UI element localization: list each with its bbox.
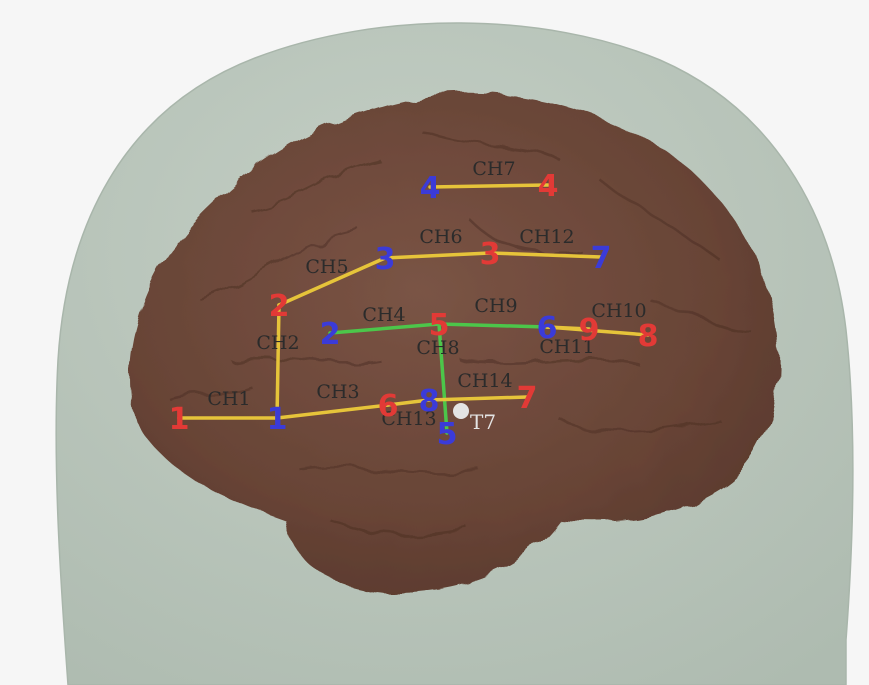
channel-label-ch7: CH7 bbox=[472, 158, 515, 180]
channel-line-ch8[interactable] bbox=[437, 322, 449, 435]
reference-layer: T7 bbox=[453, 403, 496, 434]
detector-optode-5[interactable]: 5 bbox=[437, 417, 458, 452]
channel-line-ch11[interactable] bbox=[545, 325, 650, 337]
detector-optode-3[interactable]: 3 bbox=[375, 242, 396, 277]
brain-surface bbox=[129, 92, 779, 592]
detector-optode-4[interactable]: 4 bbox=[420, 171, 441, 206]
channel-line-ch5[interactable] bbox=[277, 256, 387, 307]
channel-line-ch13[interactable] bbox=[386, 398, 431, 407]
channel-line-ch2[interactable] bbox=[275, 303, 281, 420]
channel-line-ch4[interactable] bbox=[328, 322, 441, 335]
source-optode-2[interactable]: 2 bbox=[269, 289, 290, 324]
channel-label-ch11: CH11 bbox=[539, 336, 594, 358]
detector-optode-2[interactable]: 2 bbox=[320, 317, 341, 352]
channel-line-ch6[interactable] bbox=[383, 251, 492, 260]
reference-point-marker[interactable] bbox=[453, 403, 469, 419]
channel-label-ch9: CH9 bbox=[474, 295, 517, 317]
channel-label-ch1: CH1 bbox=[207, 388, 250, 410]
channel-line-ch14[interactable] bbox=[427, 395, 529, 402]
channel-label-ch5: CH5 bbox=[305, 256, 348, 278]
channels-layer: CH1 CH2 CH3 CH4 CH5 CH6 CH7 CH8 CH9 CH10 CH11 CH12 C… bbox=[177, 158, 650, 435]
source-optode-8[interactable]: 8 bbox=[638, 319, 659, 354]
channel-label-ch10: CH10 bbox=[591, 300, 646, 322]
detector-optode-6[interactable]: 6 bbox=[537, 311, 558, 346]
channel-label-ch14: CH14 bbox=[457, 370, 512, 392]
source-optode-3[interactable]: 3 bbox=[480, 237, 501, 272]
source-optode-7[interactable]: 7 bbox=[517, 381, 538, 416]
channel-label-ch2: CH2 bbox=[256, 332, 299, 354]
source-optode-4[interactable]: 4 bbox=[538, 169, 559, 204]
reference-point-label: T7 bbox=[470, 410, 496, 434]
source-optode-6[interactable]: 6 bbox=[378, 389, 399, 424]
channel-line-ch3[interactable] bbox=[275, 403, 390, 420]
channel-label-ch8: CH8 bbox=[416, 337, 459, 359]
channel-line-ch12[interactable] bbox=[488, 251, 603, 259]
detector-optode-8[interactable]: 8 bbox=[419, 384, 440, 419]
source-optode-9[interactable]: 9 bbox=[579, 313, 600, 348]
channel-line-ch9[interactable] bbox=[437, 322, 549, 329]
channel-label-ch12: CH12 bbox=[519, 226, 574, 248]
source-optode-5[interactable]: 5 bbox=[429, 308, 450, 343]
channel-label-ch6: CH6 bbox=[419, 226, 462, 248]
channel-label-ch13: CH13 bbox=[381, 408, 436, 430]
channel-line-ch7[interactable] bbox=[428, 183, 550, 189]
source-optode-1[interactable]: 1 bbox=[169, 402, 190, 437]
detector-optode-7[interactable]: 7 bbox=[591, 241, 612, 276]
channel-label-ch4: CH4 bbox=[362, 304, 405, 326]
detector-optode-1[interactable]: 1 bbox=[267, 402, 288, 437]
channel-label-ch3: CH3 bbox=[316, 381, 359, 403]
